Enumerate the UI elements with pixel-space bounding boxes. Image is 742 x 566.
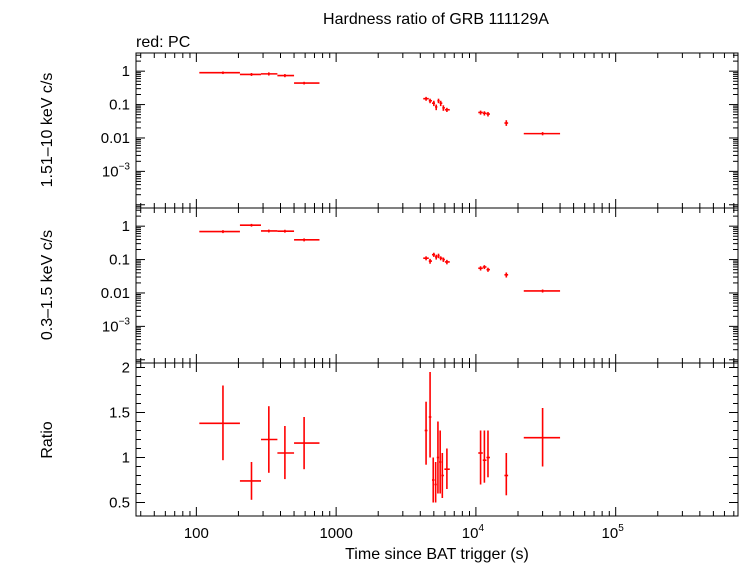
panel-hard-frame (135, 52, 739, 209)
data-point (504, 120, 509, 126)
data-point (435, 254, 438, 260)
data-point (504, 453, 509, 496)
data-point (431, 457, 435, 503)
data-point (441, 453, 444, 498)
data-point (431, 100, 436, 107)
y-tick-label-hard: 10−3 (102, 161, 131, 180)
data-point (260, 229, 278, 233)
data-point (439, 430, 442, 494)
data-point (239, 223, 261, 227)
data-point (504, 272, 509, 278)
data-point (434, 462, 437, 503)
data-point (437, 98, 440, 104)
data-point (294, 81, 320, 85)
data-point (442, 257, 445, 262)
data-point (199, 71, 240, 75)
x-axis-label: Time since BAT trigger (s) (345, 546, 529, 563)
panel-hard: 1.51–10 keV c/s 1 0.1 0.01 10−3 (39, 52, 739, 209)
panel-ratio: Ratio 2 1.5 1 0.5 (39, 360, 739, 517)
y-tick-label-hard: 1 (122, 63, 130, 80)
x-tick-label: 100 (184, 525, 209, 542)
chart-subtitle: red: PC (136, 34, 190, 51)
y-tick-label-soft: 10−3 (102, 316, 131, 335)
data-point (294, 417, 320, 470)
y-tick-label-soft: 1 (122, 218, 130, 235)
data-point (423, 256, 429, 261)
data-point (523, 408, 561, 467)
data-point (424, 401, 428, 465)
data-point (431, 252, 436, 257)
data-point (439, 256, 443, 261)
data-point (437, 253, 440, 259)
panel-soft-ylabel: 0.3–1.5 keV c/s (39, 230, 56, 340)
data-point (523, 289, 561, 293)
data-point (444, 259, 450, 265)
panel-hard-ylabel: 1.51–10 keV c/s (39, 73, 56, 188)
y-tick-label-ratio: 0.5 (109, 495, 130, 512)
data-point (444, 107, 450, 112)
data-point (486, 267, 490, 272)
panel-soft: 0.3–1.5 keV c/s 1 0.1 0.01 10−3 (39, 207, 739, 364)
data-point (436, 421, 440, 494)
data-point (482, 430, 487, 483)
data-point (442, 105, 445, 111)
data-point (478, 110, 483, 115)
data-point (423, 96, 429, 101)
y-tick-label-hard: 0.1 (109, 97, 130, 114)
data-point (435, 104, 438, 111)
data-point (294, 238, 320, 242)
y-tick-label-ratio: 1.5 (109, 405, 130, 422)
y-tick-label-hard: 0.01 (101, 130, 130, 147)
data-point (199, 230, 240, 234)
data-point (439, 100, 443, 107)
data-point (199, 385, 240, 461)
chart-title: Hardness ratio of GRB 111129A (323, 11, 549, 28)
data-point (523, 132, 561, 136)
panel-ratio-frame (135, 362, 739, 517)
data-point (277, 426, 295, 480)
data-point (239, 73, 261, 76)
data-point (260, 406, 278, 473)
y-tick-label-soft: 0.1 (109, 252, 130, 269)
data-point (239, 462, 261, 500)
data-point (277, 74, 295, 78)
y-tick-label-ratio: 1 (122, 450, 130, 467)
data-point (478, 430, 483, 485)
data-point (444, 448, 450, 489)
data-point (277, 229, 295, 233)
data-point (428, 258, 432, 264)
data-point (482, 265, 487, 270)
data-point (428, 98, 432, 104)
data-point (482, 111, 487, 116)
x-tick-label: 104 (462, 523, 485, 542)
data-point (486, 111, 490, 117)
data-point (260, 72, 278, 76)
data-point (428, 372, 432, 458)
y-tick-label-soft: 0.01 (101, 285, 130, 302)
panel-ratio-ylabel: Ratio (39, 421, 56, 458)
x-tick-label: 105 (602, 523, 625, 542)
x-tick-label: 1000 (319, 525, 352, 542)
y-tick-label-ratio: 2 (122, 360, 130, 377)
data-point (486, 430, 490, 478)
data-point (478, 266, 483, 271)
